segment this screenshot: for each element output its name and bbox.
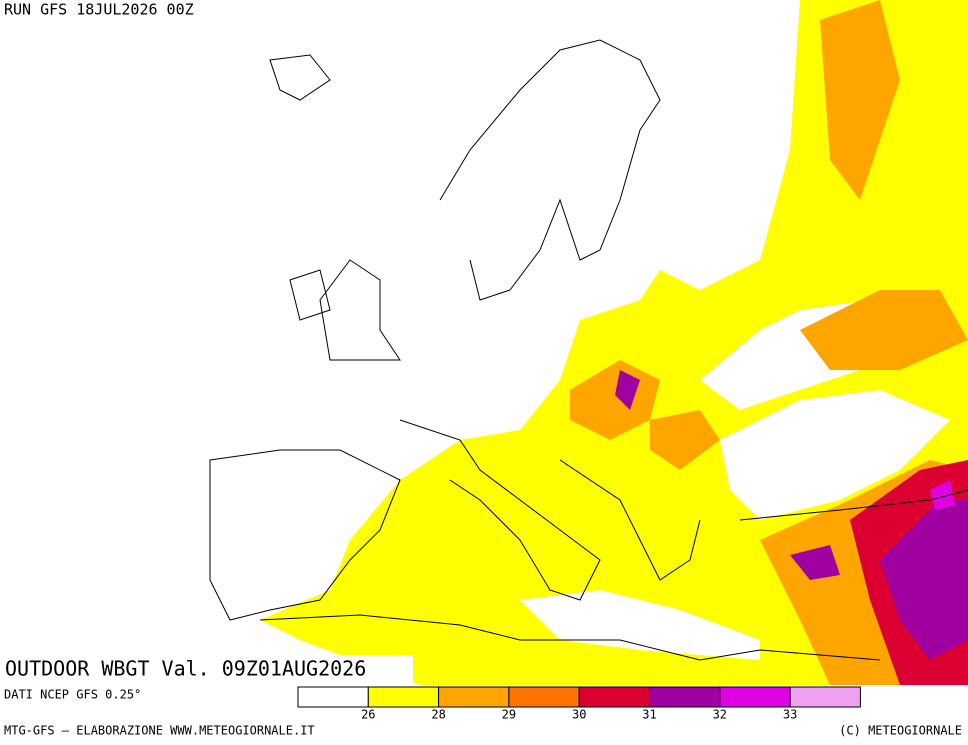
legend-swatch — [789, 686, 861, 708]
coastline — [319, 259, 401, 361]
coastline — [269, 54, 331, 101]
footer-left: MTG-GFS — ELABORAZIONE WWW.METEOGIORNALE… — [4, 724, 315, 738]
legend-swatch — [719, 686, 791, 708]
legend-label: 33 — [783, 708, 797, 722]
legend-swatch — [367, 686, 440, 708]
legend-label: 28 — [431, 708, 445, 722]
coastline — [289, 269, 331, 321]
legend-label: 30 — [572, 708, 586, 722]
zone-32 — [790, 545, 840, 580]
map — [209, 0, 968, 685]
zone-26 — [520, 590, 760, 660]
coastline — [259, 614, 881, 661]
zone-28 — [260, 0, 968, 685]
legend-label: 26 — [361, 708, 375, 722]
title-box — [0, 655, 413, 685]
legend: 26 28 29 30 31 32 33 — [297, 686, 861, 722]
coastline — [739, 489, 968, 521]
zone-29 — [820, 0, 900, 200]
coastline — [559, 459, 701, 581]
coastline — [439, 39, 661, 301]
legend-swatch — [508, 686, 580, 708]
source-label: DATI NCEP GFS 0.25° — [4, 688, 141, 702]
zone-26 — [720, 390, 950, 520]
zone-32 — [615, 370, 640, 410]
legend-swatch — [297, 686, 369, 708]
legend-swatch — [578, 686, 651, 708]
legend-label: 29 — [502, 708, 516, 722]
legend-label: 31 — [642, 708, 656, 722]
legend-swatch — [438, 686, 510, 708]
zone-29 — [650, 410, 720, 470]
zone-33 — [930, 480, 955, 510]
zone-29 — [800, 290, 968, 370]
coastline — [209, 449, 401, 621]
footer-right: (C) METEOGIORNALE — [839, 724, 962, 738]
zone-32 — [880, 500, 968, 660]
legend-label: 32 — [713, 708, 727, 722]
coastline — [399, 419, 601, 601]
map-title: OUTDOOR WBGT Val. 09Z01AUG2026 — [5, 657, 366, 681]
run-label: RUN GFS 18JUL2026 00Z — [4, 1, 194, 19]
legend-swatch — [649, 686, 721, 708]
